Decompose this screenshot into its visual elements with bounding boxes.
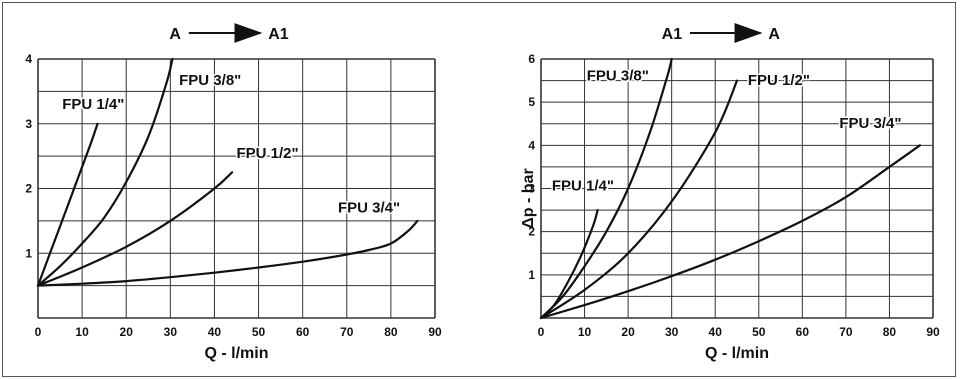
y-tick-label: 6 (528, 52, 535, 66)
series-line-1 (36, 122, 99, 287)
y-tick-label: 2 (25, 182, 32, 196)
y-tick-label: 5 (528, 95, 535, 109)
x-tick-label: 60 (296, 325, 310, 339)
series-label-2: FPU 3/8" (587, 68, 649, 85)
series-label-3: FPU 1/2" (237, 145, 299, 162)
x-tick-label: 40 (709, 325, 723, 339)
series-line-3 (539, 79, 739, 320)
x-tick-label: 50 (752, 325, 766, 339)
y-tick-label: 4 (528, 138, 535, 152)
x-tick-label: 90 (926, 325, 940, 339)
flow-direction-from: A1 (662, 26, 683, 43)
series-label-4: FPU 3/4" (839, 115, 901, 132)
x-tick-label: 60 (796, 325, 810, 339)
x-tick-label: 10 (75, 325, 89, 339)
series-label-1: FPU 1/4" (62, 96, 124, 113)
series-line-4 (36, 219, 419, 287)
series-line-1 (539, 209, 599, 320)
y-tick-label: 4 (25, 52, 32, 66)
x-tick-label: 90 (428, 325, 442, 339)
x-tick-label: 0 (35, 325, 42, 339)
chart-panel-2: A1 A 0 10 20 30 40 50 60 70 80 90 1 2 3 4 5 6 Q - l/min Δp … (520, 23, 940, 362)
x-tick-label: 80 (883, 325, 897, 339)
y-tick-label: 2 (528, 225, 535, 239)
x-tick-label: 30 (164, 325, 178, 339)
flow-direction-to: A (768, 26, 780, 43)
x-axis-label: Q - l/min (705, 345, 769, 362)
x-tick-label: 80 (384, 325, 398, 339)
x-tick-label: 20 (621, 325, 635, 339)
series-label-2: FPU 3/8" (179, 72, 241, 89)
y-tick-label: 1 (25, 246, 32, 260)
series-label-1: FPU 1/4" (552, 178, 614, 195)
y-tick-label: 1 (528, 268, 535, 282)
y-tick-label: 3 (528, 182, 535, 196)
x-axis-label: Q - l/min (205, 345, 269, 362)
x-tick-label: 10 (578, 325, 592, 339)
y-tick-label: 3 (25, 117, 32, 131)
flow-direction-from: A (169, 26, 181, 43)
x-tick-label: 50 (252, 325, 266, 339)
x-tick-label: 70 (839, 325, 853, 339)
series-label-3: FPU 1/2" (748, 72, 810, 89)
series-label-4: FPU 3/4" (338, 199, 400, 216)
x-tick-label: 0 (538, 325, 545, 339)
x-tick-label: 70 (340, 325, 354, 339)
series-line-4 (539, 144, 921, 320)
y-axis-label: Δp - bar (520, 168, 537, 228)
x-tick-label: 30 (665, 325, 679, 339)
series-line-2 (539, 57, 673, 320)
x-tick-label: 40 (208, 325, 222, 339)
flow-direction-to: A1 (268, 26, 289, 43)
chart-panel-1: A A1 0 10 20 30 40 50 60 70 80 90 1 2 3 4 Q - l/min FPU 1… (25, 23, 442, 362)
x-tick-label: 20 (120, 325, 134, 339)
series-line-3 (36, 171, 234, 287)
series-line-2 (36, 57, 174, 287)
